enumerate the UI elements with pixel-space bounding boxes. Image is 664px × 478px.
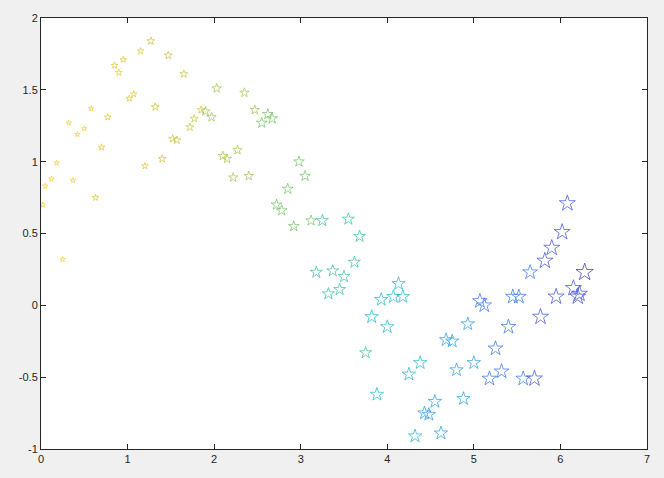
svg-text:-0.5: -0.5 bbox=[19, 371, 38, 383]
svg-text:2: 2 bbox=[32, 12, 38, 24]
svg-text:3: 3 bbox=[298, 453, 304, 465]
svg-text:1.5: 1.5 bbox=[23, 84, 38, 96]
svg-text:6: 6 bbox=[557, 453, 563, 465]
svg-text:1: 1 bbox=[32, 156, 38, 168]
svg-text:0.5: 0.5 bbox=[23, 227, 38, 239]
svg-text:-1: -1 bbox=[28, 443, 38, 455]
svg-text:5: 5 bbox=[471, 453, 477, 465]
svg-text:0: 0 bbox=[32, 299, 38, 311]
svg-text:4: 4 bbox=[384, 453, 390, 465]
svg-text:7: 7 bbox=[644, 453, 650, 465]
svg-text:0: 0 bbox=[38, 453, 44, 465]
svg-text:2: 2 bbox=[211, 453, 217, 465]
svg-text:1: 1 bbox=[125, 453, 131, 465]
